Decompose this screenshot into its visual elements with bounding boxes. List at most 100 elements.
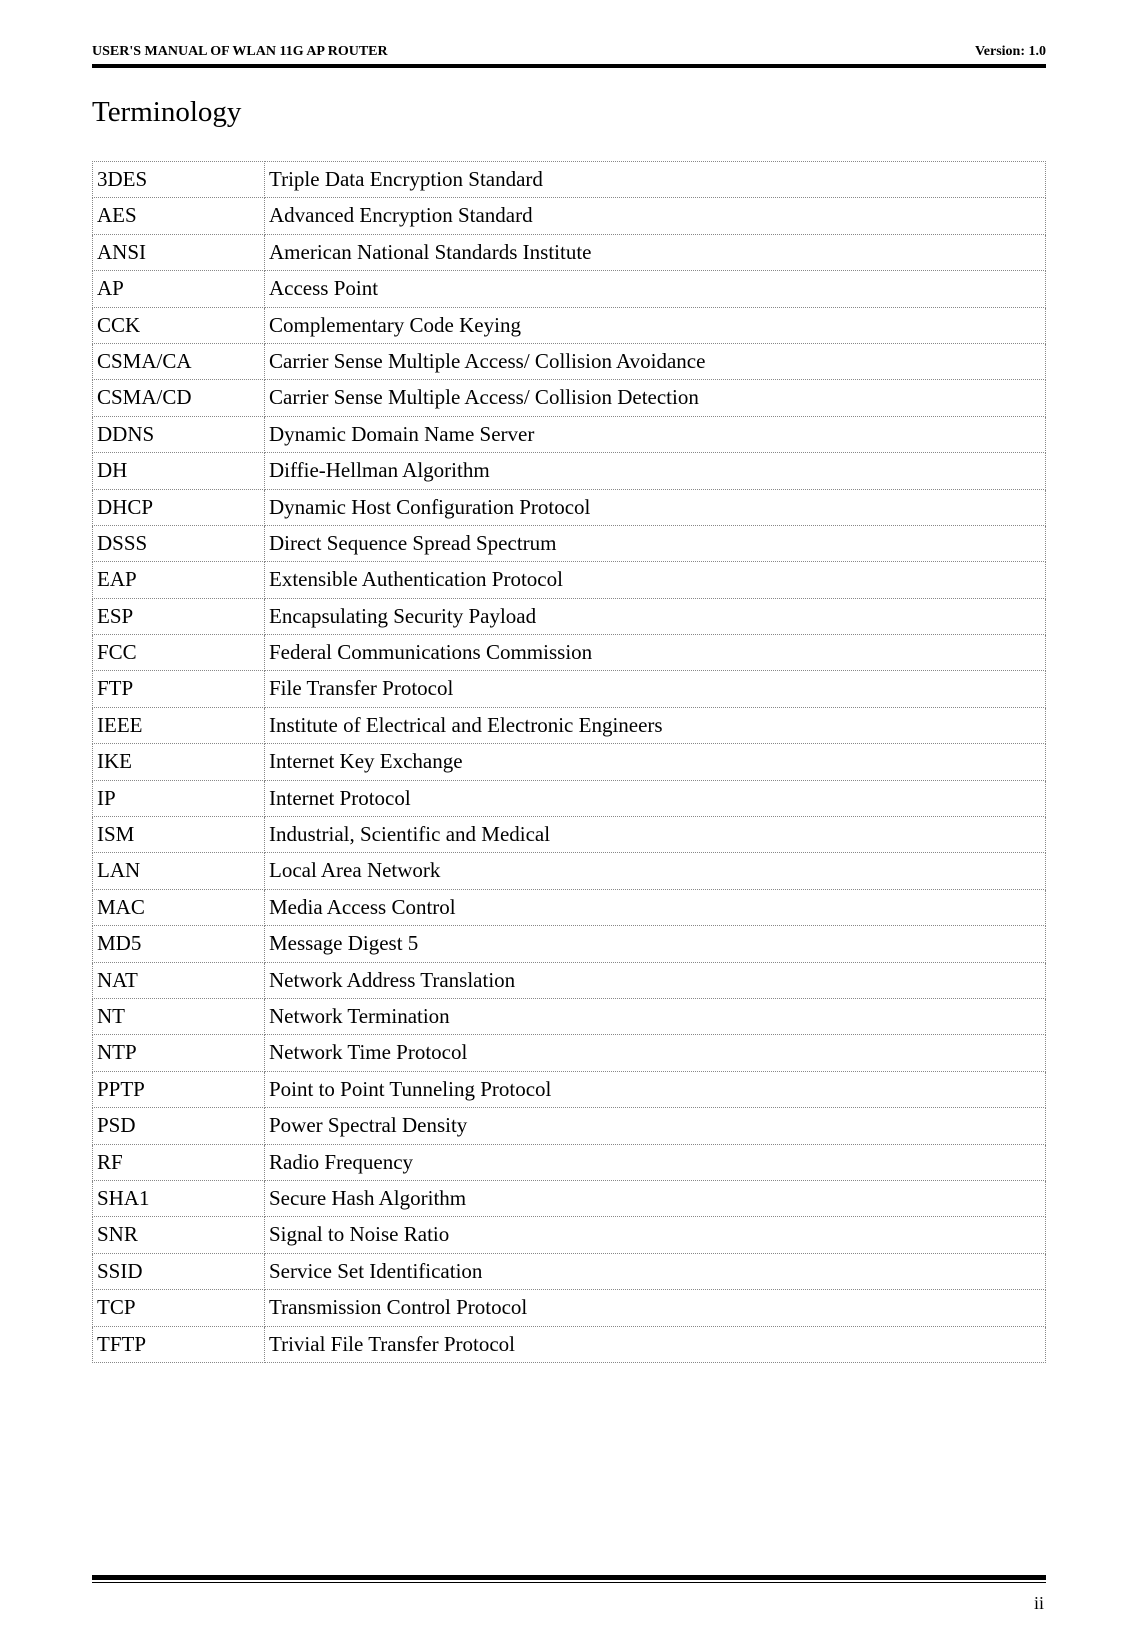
term-definition: Message Digest 5 xyxy=(265,926,1046,962)
term-definition: American National Standards Institute xyxy=(265,234,1046,270)
table-row: DHCPDynamic Host Configuration Protocol xyxy=(93,489,1046,525)
term-definition: File Transfer Protocol xyxy=(265,671,1046,707)
term-abbr: ESP xyxy=(93,598,265,634)
term-definition: Internet Key Exchange xyxy=(265,744,1046,780)
term-definition: Advanced Encryption Standard xyxy=(265,198,1046,234)
term-abbr: SNR xyxy=(93,1217,265,1253)
terminology-table: 3DESTriple Data Encryption StandardAESAd… xyxy=(92,161,1046,1363)
term-definition: Direct Sequence Spread Spectrum xyxy=(265,525,1046,561)
table-row: SNRSignal to Noise Ratio xyxy=(93,1217,1046,1253)
term-definition: Power Spectral Density xyxy=(265,1108,1046,1144)
table-row: CSMA/CACarrier Sense Multiple Access/ Co… xyxy=(93,343,1046,379)
term-definition: Media Access Control xyxy=(265,889,1046,925)
table-row: IEEEInstitute of Electrical and Electron… xyxy=(93,707,1046,743)
term-abbr: SHA1 xyxy=(93,1180,265,1216)
table-row: NATNetwork Address Translation xyxy=(93,962,1046,998)
table-row: LANLocal Area Network xyxy=(93,853,1046,889)
term-definition: Encapsulating Security Payload xyxy=(265,598,1046,634)
table-row: NTPNetwork Time Protocol xyxy=(93,1035,1046,1071)
term-definition: Radio Frequency xyxy=(265,1144,1046,1180)
term-abbr: FCC xyxy=(93,635,265,671)
header-left-text: USER'S MANUAL OF WLAN 11G AP ROUTER xyxy=(92,44,388,60)
term-abbr: IEEE xyxy=(93,707,265,743)
table-row: ANSIAmerican National Standards Institut… xyxy=(93,234,1046,270)
header-right-text: Version: 1.0 xyxy=(975,44,1046,60)
table-row: FCCFederal Communications Commission xyxy=(93,635,1046,671)
header-rule xyxy=(92,64,1046,68)
term-definition: Point to Point Tunneling Protocol xyxy=(265,1071,1046,1107)
term-definition: Service Set Identification xyxy=(265,1253,1046,1289)
table-row: TCPTransmission Control Protocol xyxy=(93,1290,1046,1326)
term-abbr: MD5 xyxy=(93,926,265,962)
term-definition: Carrier Sense Multiple Access/ Collision… xyxy=(265,380,1046,416)
table-row: RFRadio Frequency xyxy=(93,1144,1046,1180)
section-title: Terminology xyxy=(92,96,1046,129)
term-definition: Dynamic Domain Name Server xyxy=(265,416,1046,452)
term-definition: Signal to Noise Ratio xyxy=(265,1217,1046,1253)
table-row: MD5Message Digest 5 xyxy=(93,926,1046,962)
term-definition: Network Address Translation xyxy=(265,962,1046,998)
page-header: USER'S MANUAL OF WLAN 11G AP ROUTER Vers… xyxy=(92,44,1046,64)
page-footer: ii xyxy=(92,1575,1046,1614)
term-abbr: TCP xyxy=(93,1290,265,1326)
term-definition: Carrier Sense Multiple Access/ Collision… xyxy=(265,343,1046,379)
term-abbr: AES xyxy=(93,198,265,234)
term-definition: Complementary Code Keying xyxy=(265,307,1046,343)
term-abbr: IP xyxy=(93,780,265,816)
term-abbr: DHCP xyxy=(93,489,265,525)
table-row: DDNSDynamic Domain Name Server xyxy=(93,416,1046,452)
term-abbr: EAP xyxy=(93,562,265,598)
term-abbr: IKE xyxy=(93,744,265,780)
table-row: FTPFile Transfer Protocol xyxy=(93,671,1046,707)
term-definition: Triple Data Encryption Standard xyxy=(265,162,1046,198)
term-definition: Diffie-Hellman Algorithm xyxy=(265,453,1046,489)
term-definition: Industrial, Scientific and Medical xyxy=(265,817,1046,853)
term-abbr: ISM xyxy=(93,817,265,853)
table-row: PPTPPoint to Point Tunneling Protocol xyxy=(93,1071,1046,1107)
term-definition: Transmission Control Protocol xyxy=(265,1290,1046,1326)
footer-rule-thick xyxy=(92,1575,1046,1580)
table-row: PSDPower Spectral Density xyxy=(93,1108,1046,1144)
table-row: TFTPTrivial File Transfer Protocol xyxy=(93,1326,1046,1362)
term-abbr: MAC xyxy=(93,889,265,925)
term-abbr: CCK xyxy=(93,307,265,343)
page-number: ii xyxy=(92,1593,1046,1614)
table-row: IKEInternet Key Exchange xyxy=(93,744,1046,780)
term-abbr: CSMA/CA xyxy=(93,343,265,379)
term-abbr: RF xyxy=(93,1144,265,1180)
term-abbr: CSMA/CD xyxy=(93,380,265,416)
document-page: USER'S MANUAL OF WLAN 11G AP ROUTER Vers… xyxy=(0,0,1138,1363)
table-row: APAccess Point xyxy=(93,271,1046,307)
term-definition: Trivial File Transfer Protocol xyxy=(265,1326,1046,1362)
table-row: EAPExtensible Authentication Protocol xyxy=(93,562,1046,598)
table-row: 3DESTriple Data Encryption Standard xyxy=(93,162,1046,198)
term-definition: Access Point xyxy=(265,271,1046,307)
term-abbr: PPTP xyxy=(93,1071,265,1107)
table-row: NTNetwork Termination xyxy=(93,998,1046,1034)
table-row: CSMA/CDCarrier Sense Multiple Access/ Co… xyxy=(93,380,1046,416)
table-row: CCKComplementary Code Keying xyxy=(93,307,1046,343)
term-definition: Federal Communications Commission xyxy=(265,635,1046,671)
table-row: MACMedia Access Control xyxy=(93,889,1046,925)
term-abbr: TFTP xyxy=(93,1326,265,1362)
term-definition: Extensible Authentication Protocol xyxy=(265,562,1046,598)
term-definition: Secure Hash Algorithm xyxy=(265,1180,1046,1216)
term-definition: Dynamic Host Configuration Protocol xyxy=(265,489,1046,525)
term-abbr: AP xyxy=(93,271,265,307)
term-abbr: DDNS xyxy=(93,416,265,452)
term-abbr: NT xyxy=(93,998,265,1034)
term-abbr: 3DES xyxy=(93,162,265,198)
footer-rule-thin xyxy=(92,1582,1046,1583)
table-row: SSIDService Set Identification xyxy=(93,1253,1046,1289)
term-abbr: ANSI xyxy=(93,234,265,270)
table-row: DHDiffie-Hellman Algorithm xyxy=(93,453,1046,489)
term-definition: Internet Protocol xyxy=(265,780,1046,816)
term-definition: Local Area Network xyxy=(265,853,1046,889)
table-row: IPInternet Protocol xyxy=(93,780,1046,816)
table-row: ISMIndustrial, Scientific and Medical xyxy=(93,817,1046,853)
table-row: DSSSDirect Sequence Spread Spectrum xyxy=(93,525,1046,561)
term-abbr: NTP xyxy=(93,1035,265,1071)
term-abbr: NAT xyxy=(93,962,265,998)
term-abbr: DSSS xyxy=(93,525,265,561)
terminology-table-body: 3DESTriple Data Encryption StandardAESAd… xyxy=(93,162,1046,1363)
